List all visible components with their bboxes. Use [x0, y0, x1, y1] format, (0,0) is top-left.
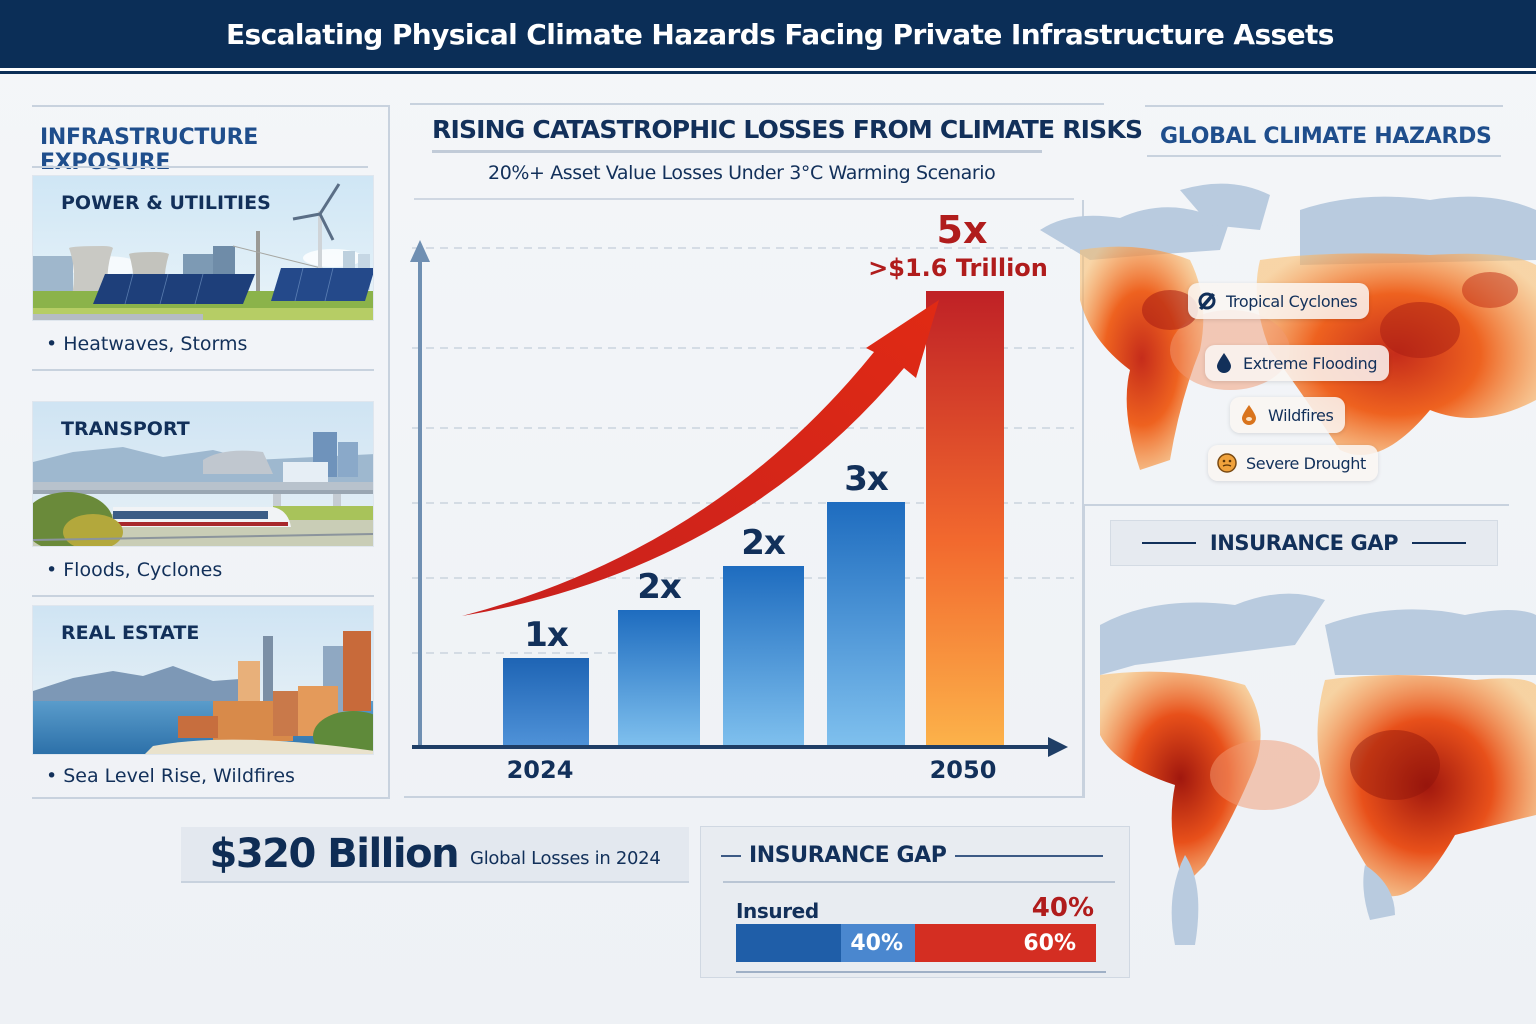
bar-2x-b [723, 566, 804, 746]
section-title: INSURANCE GAP [1209, 531, 1399, 555]
fire-drop-icon [1238, 404, 1260, 426]
divider [32, 369, 374, 371]
hazard-badge-wildfires: Wildfires [1230, 397, 1346, 433]
insurance-map-frame [1083, 504, 1509, 798]
hazard-badge-severe-drought: Severe Drought [1208, 445, 1378, 481]
hazard-label: Severe Drought [1246, 453, 1366, 473]
stat-label: Global Losses in 2024 [470, 847, 661, 869]
header-divider [0, 71, 1536, 74]
section-title: INFRASTRUCTURE EXPOSURE [40, 125, 259, 175]
divider [736, 971, 1106, 973]
decorative-dash [1141, 542, 1196, 544]
power-utilities-illustration: POWER & UTILITIES [32, 175, 374, 321]
divider [32, 797, 390, 799]
bar-2x-a [618, 610, 700, 746]
hazard-badge-extreme-flooding: Extreme Flooding [1205, 345, 1390, 381]
bar-value-label: 1x [524, 615, 569, 655]
page-title: Escalating Physical Climate Hazards Faci… [226, 17, 1334, 51]
divider [32, 166, 368, 168]
water-drop-icon [1213, 352, 1235, 374]
loss-bar-chart: 1x 2x 2x 3x 5x >$1.6 Trillion 2024 2050 [404, 200, 1084, 798]
sector-hazards: • Heatwaves, Storms [46, 333, 248, 355]
section-title: INSURANCE GAP [749, 843, 947, 868]
uninsured-percent: 60% [1023, 930, 1076, 956]
header-divider [0, 68, 1536, 71]
transport-illustration: TRANSPORT [32, 401, 374, 547]
insurance-gap-panel: INSURANCE GAP Insured 40% 40% 60% [700, 826, 1130, 978]
drought-icon [1216, 452, 1238, 474]
cyclone-icon [1196, 290, 1218, 312]
insurance-map-title: INSURANCE GAP [1110, 520, 1498, 566]
stat-value: $320 Billion [209, 831, 460, 877]
bar-value-label: 3x [844, 459, 889, 499]
sector-hazards: • Sea Level Rise, Wildfires [46, 765, 295, 787]
decorative-dash [1412, 542, 1467, 544]
insured-percent: 40% [850, 930, 903, 956]
x-axis-end-label: 2050 [929, 756, 997, 784]
bar-value-label: 2x [741, 523, 786, 563]
hazard-label: Wildfires [1268, 405, 1334, 425]
divider [1147, 155, 1501, 157]
insured-segment-dark [736, 924, 841, 962]
infrastructure-exposure-panel: INFRASTRUCTURE EXPOSURE [32, 105, 390, 797]
divider [32, 595, 374, 597]
uninsured-segment: 60% [915, 924, 1096, 962]
bar-value-label: 2x [637, 567, 682, 607]
divider [432, 150, 1042, 153]
real-estate-illustration: REAL ESTATE [32, 605, 374, 755]
sector-hazards: • Floods, Cyclones [46, 559, 223, 581]
insurance-gap-header: INSURANCE GAP [721, 843, 1103, 868]
sector-name: TRANSPORT [61, 418, 190, 440]
chart-title: RISING CATASTROPHIC LOSSES FROM CLIMATE … [432, 115, 1143, 144]
sector-card-power-utilities: POWER & UTILITIES • Heatwaves, Storms [32, 175, 374, 371]
bar-5x [926, 291, 1004, 746]
sector-card-real-estate: REAL ESTATE • Sea Level Rise, Wildfires [32, 605, 374, 787]
gap-percent: 40% [1031, 893, 1094, 923]
hazard-badge-tropical-cyclones: Tropical Cyclones [1188, 283, 1370, 319]
x-axis-start-label: 2024 [506, 756, 574, 784]
insurance-world-map [1095, 585, 1536, 955]
insured-label: Insured [736, 899, 819, 923]
section-title: GLOBAL CLIMATE HAZARDS [1160, 124, 1492, 149]
bar-1x [503, 658, 589, 746]
global-losses-stat: $320 Billion Global Losses in 2024 [181, 827, 689, 883]
insured-segment: 40% [841, 924, 915, 962]
hazard-label: Extreme Flooding [1243, 353, 1378, 373]
decorative-dash [954, 854, 1103, 857]
divider [414, 198, 1074, 200]
divider [1145, 105, 1503, 107]
insurance-gap-bar: 40% 60% [736, 924, 1096, 962]
divider [410, 103, 1104, 105]
top-value: >$1.6 Trillion [868, 254, 1048, 282]
sector-card-transport: TRANSPORT • Floods, Cyclones [32, 401, 374, 597]
sector-name: POWER & UTILITIES [61, 192, 271, 214]
chart-subtitle: 20%+ Asset Value Losses Under 3°C Warmin… [488, 162, 996, 184]
bar-3x [827, 502, 905, 746]
top-multiplier: 5x [936, 208, 988, 252]
chart-canvas [410, 240, 1074, 757]
decorative-dash [721, 854, 741, 857]
divider [723, 881, 1115, 883]
hazard-world-map [1030, 170, 1536, 490]
hazard-label: Tropical Cyclones [1226, 291, 1358, 311]
header-banner: Escalating Physical Climate Hazards Faci… [0, 0, 1536, 68]
trend-arrow [462, 300, 939, 616]
sector-name: REAL ESTATE [61, 622, 200, 644]
